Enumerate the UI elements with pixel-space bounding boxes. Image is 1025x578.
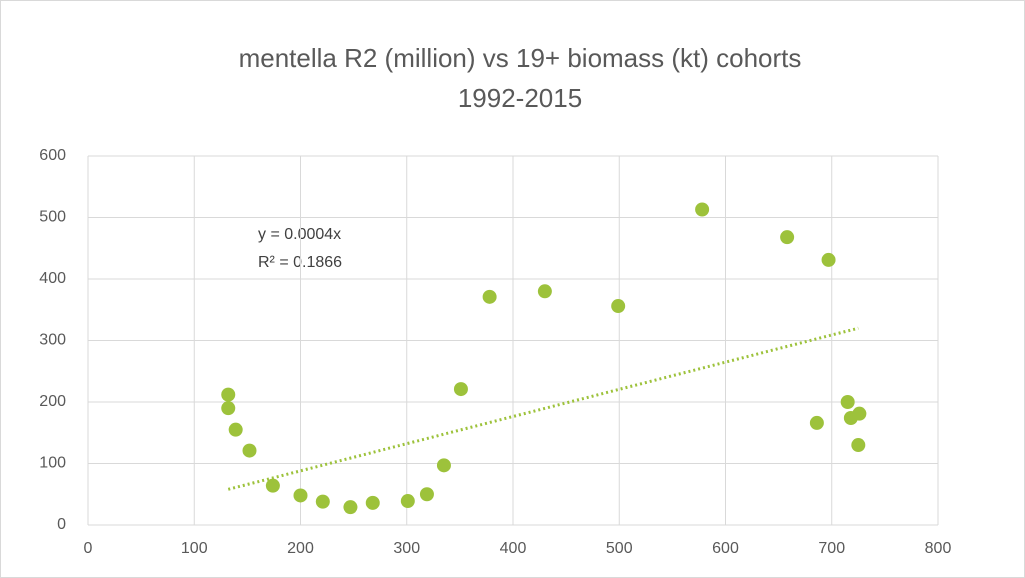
y-tick-label: 400 <box>39 270 66 287</box>
trend-equation: y = 0.0004x <box>258 226 341 243</box>
point <box>840 395 855 409</box>
point <box>695 202 710 217</box>
point <box>242 443 257 458</box>
point <box>221 387 236 402</box>
x-tick-label: 100 <box>181 540 208 557</box>
point <box>611 299 626 314</box>
y-tick-label: 100 <box>39 455 66 472</box>
chart-title: mentella R2 (million) vs 19+ biomass (kt… <box>239 43 802 73</box>
point <box>537 284 552 299</box>
x-tick-label: 500 <box>606 540 633 557</box>
y-tick-label: 300 <box>39 332 66 349</box>
point <box>400 494 415 509</box>
point <box>821 252 836 267</box>
x-tick-label: 400 <box>500 540 527 557</box>
point <box>228 422 243 437</box>
point <box>293 488 308 503</box>
point <box>780 230 795 245</box>
point <box>265 478 280 493</box>
chart-title: 1992-2015 <box>458 83 582 113</box>
point <box>221 401 236 416</box>
point <box>436 458 451 473</box>
y-tick-label: 0 <box>57 516 66 533</box>
point <box>343 500 358 515</box>
point <box>419 487 434 502</box>
x-tick-label: 700 <box>818 540 845 557</box>
x-tick-label: 200 <box>287 540 314 557</box>
x-tick-label: 0 <box>84 540 93 557</box>
y-tick-label: 600 <box>39 147 66 164</box>
point <box>453 382 468 397</box>
x-tick-label: 800 <box>925 540 952 557</box>
point <box>365 495 380 510</box>
y-tick-label: 200 <box>39 393 66 410</box>
point <box>851 438 866 453</box>
y-tick-label: 500 <box>39 209 66 226</box>
x-tick-label: 300 <box>393 540 420 557</box>
point <box>809 415 824 430</box>
point <box>482 289 497 304</box>
x-tick-label: 600 <box>712 540 739 557</box>
point <box>315 494 330 509</box>
trendline <box>227 326 859 491</box>
point <box>852 406 867 421</box>
